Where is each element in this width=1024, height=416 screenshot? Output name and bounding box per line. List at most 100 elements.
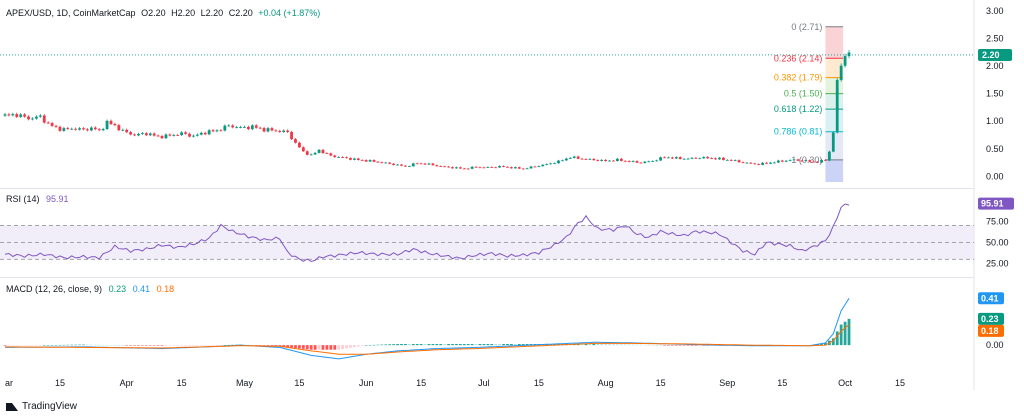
macd-histogram-bar — [820, 343, 823, 346]
macd-histogram-value: 0.23 — [108, 284, 127, 294]
macd-value-badge — [978, 324, 1004, 337]
fib-zone — [825, 26, 844, 59]
macd-histogram-bar — [702, 345, 706, 346]
candle-body — [78, 128, 81, 130]
macd-histogram-bar — [31, 345, 34, 346]
macd-histogram-bar — [156, 345, 160, 346]
macd-histogram-bar — [600, 344, 604, 346]
candle-body — [352, 158, 356, 160]
candle-body — [219, 130, 223, 132]
candle-body — [321, 149, 325, 154]
candle-body — [156, 135, 160, 137]
macd-histogram-bar — [651, 344, 655, 346]
macd-histogram-bar — [117, 345, 121, 346]
candle-body — [329, 153, 333, 156]
price-tick-label: 1.00 — [986, 116, 1004, 126]
candle-body — [714, 158, 717, 160]
macd-line-value: 0.41 — [132, 284, 151, 294]
candle-body — [670, 157, 674, 159]
candle-body — [702, 157, 706, 159]
time-tick-label: ar — [5, 378, 13, 388]
macd-histogram-bar — [513, 344, 517, 346]
candle-body — [494, 167, 498, 169]
macd-histogram-bar — [168, 345, 172, 346]
time-tick-label: Sep — [719, 378, 735, 388]
candle-body — [694, 157, 698, 159]
macd-histogram-bar — [227, 344, 231, 346]
candle-body — [388, 162, 392, 164]
symbol-label[interactable]: APEX/USD, 1D, CoinMarketCap — [6, 8, 136, 18]
high-value: H2.20 — [171, 8, 196, 18]
candle-body — [262, 128, 266, 132]
fib-level-label: 0.5 (1.50) — [784, 89, 823, 99]
macd-histogram-bar — [160, 345, 164, 346]
candle-body — [309, 154, 313, 156]
macd-histogram-bar — [588, 344, 592, 346]
candle-body — [482, 167, 486, 169]
time-tick-label: Apr — [120, 378, 134, 388]
candle-body — [419, 163, 423, 165]
macd-histogram-bar — [659, 345, 662, 346]
macd-histogram-bar — [384, 344, 388, 346]
macd-histogram-bar — [517, 344, 521, 346]
macd-histogram-bar — [843, 321, 847, 346]
candle-body — [121, 129, 125, 131]
macd-histogram-bar — [427, 344, 431, 346]
candle-body — [199, 132, 203, 135]
macd-histogram-bar — [470, 344, 474, 346]
macd-histogram-bar — [608, 344, 611, 346]
candle-body — [42, 115, 46, 123]
macd-histogram-bar — [553, 344, 556, 346]
candle-body — [19, 114, 23, 117]
tradingview-watermark[interactable]: TradingView — [6, 401, 77, 412]
macd-histogram-bar — [443, 344, 447, 346]
candle-body — [254, 125, 258, 128]
candle-body — [718, 157, 721, 160]
tradingview-logo-icon — [6, 402, 18, 411]
macd-histogram-bar — [474, 344, 478, 346]
macd-histogram-bar — [462, 344, 466, 346]
candle-body — [447, 166, 450, 168]
candle-body — [443, 166, 447, 168]
macd-histogram-bar — [42, 345, 46, 346]
macd-histogram-bar — [192, 345, 195, 346]
candle-body — [533, 166, 537, 168]
candle-body — [745, 162, 749, 164]
candle-body — [317, 149, 321, 153]
macd-value-label: 0.18 — [981, 326, 999, 336]
macd-label[interactable]: MACD (12, 26, close, 9) — [6, 284, 103, 294]
change-value: +0.04 (+1.87%) — [258, 8, 321, 18]
time-tick-label: 15 — [416, 378, 426, 388]
fib-zone — [825, 109, 844, 132]
macd-histogram-bar — [113, 345, 117, 346]
macd-histogram-bar — [258, 345, 262, 346]
rsi-label[interactable]: RSI (14) — [6, 194, 40, 204]
candle-body — [46, 122, 50, 124]
time-tick-label: Oct — [838, 378, 853, 388]
candle-body — [152, 133, 156, 136]
candle-body — [561, 160, 564, 162]
candle-body — [180, 132, 184, 136]
candle-body — [341, 157, 344, 158]
macd-histogram-bar — [482, 344, 486, 346]
macd-histogram-bar — [360, 345, 364, 346]
candle-body — [286, 130, 290, 133]
macd-histogram-bar — [231, 344, 235, 346]
candle-body — [478, 167, 482, 169]
candle-body — [23, 114, 27, 117]
macd-histogram-bar — [50, 345, 54, 346]
macd-histogram-bar — [290, 345, 293, 348]
candle-body — [105, 120, 109, 130]
time-tick-label: 15 — [534, 378, 544, 388]
candle-body — [148, 133, 152, 136]
macd-histogram-bar — [305, 345, 309, 350]
candle-body — [623, 160, 627, 162]
open-value: O2.20 — [141, 8, 166, 18]
candle-body — [757, 164, 761, 165]
candle-body — [710, 158, 714, 160]
candle-body — [431, 163, 435, 166]
candle-body — [11, 114, 15, 116]
macd-histogram-bar — [498, 344, 502, 346]
macd-histogram-bar — [129, 345, 133, 346]
candle-body — [38, 115, 42, 117]
